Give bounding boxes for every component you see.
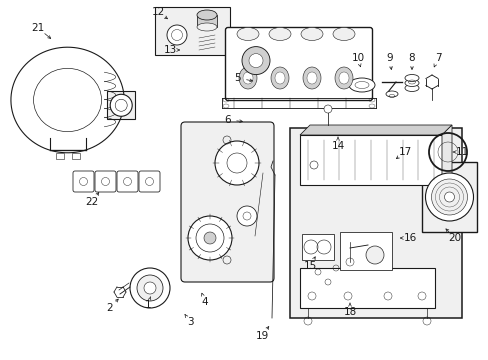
Text: 16: 16 — [403, 233, 416, 243]
Bar — [421, 162, 476, 232]
Ellipse shape — [306, 72, 316, 84]
Ellipse shape — [197, 23, 217, 31]
Circle shape — [80, 177, 87, 185]
Circle shape — [123, 177, 131, 185]
Text: 2: 2 — [106, 303, 113, 313]
Circle shape — [145, 177, 153, 185]
Bar — [107, 91, 135, 119]
Polygon shape — [11, 47, 124, 153]
Text: 6: 6 — [224, 115, 231, 125]
Text: 22: 22 — [85, 197, 99, 207]
Text: 20: 20 — [447, 233, 461, 243]
Polygon shape — [441, 125, 451, 185]
Ellipse shape — [268, 27, 290, 40]
Bar — [155, 7, 229, 55]
Circle shape — [248, 54, 263, 68]
Text: 15: 15 — [303, 261, 316, 271]
Text: 10: 10 — [351, 53, 364, 63]
Ellipse shape — [332, 27, 354, 40]
Text: 17: 17 — [398, 147, 411, 157]
Polygon shape — [299, 125, 451, 135]
Ellipse shape — [385, 91, 397, 97]
Ellipse shape — [348, 78, 374, 92]
Ellipse shape — [334, 67, 352, 89]
Circle shape — [242, 46, 269, 75]
Text: 11: 11 — [454, 147, 468, 157]
Ellipse shape — [301, 27, 323, 40]
Bar — [299, 135, 441, 185]
FancyBboxPatch shape — [95, 171, 116, 192]
Ellipse shape — [338, 72, 348, 84]
Circle shape — [167, 25, 186, 45]
Ellipse shape — [404, 80, 418, 86]
Text: 18: 18 — [343, 307, 356, 317]
Ellipse shape — [237, 27, 259, 40]
Text: 14: 14 — [331, 141, 344, 151]
Text: 4: 4 — [201, 297, 208, 307]
Ellipse shape — [239, 67, 257, 89]
Bar — [197, 15, 217, 27]
Bar — [71, 153, 80, 159]
Text: 5: 5 — [234, 73, 241, 83]
Ellipse shape — [197, 10, 217, 20]
Ellipse shape — [274, 72, 285, 84]
Circle shape — [187, 216, 231, 260]
FancyBboxPatch shape — [225, 27, 372, 100]
Text: 8: 8 — [408, 53, 414, 63]
Circle shape — [130, 268, 170, 308]
Circle shape — [203, 232, 216, 244]
Ellipse shape — [404, 85, 418, 91]
Circle shape — [110, 94, 132, 116]
Ellipse shape — [303, 67, 320, 89]
Text: 7: 7 — [434, 53, 440, 63]
FancyBboxPatch shape — [73, 171, 94, 192]
FancyBboxPatch shape — [181, 122, 273, 282]
FancyBboxPatch shape — [139, 171, 160, 192]
Circle shape — [215, 141, 259, 185]
Text: 12: 12 — [151, 7, 164, 17]
Text: 21: 21 — [31, 23, 44, 33]
Bar — [56, 153, 63, 159]
Text: 19: 19 — [255, 331, 268, 341]
Ellipse shape — [270, 67, 288, 89]
Text: 1: 1 — [144, 300, 151, 310]
Bar — [289, 128, 461, 318]
Ellipse shape — [404, 75, 418, 81]
Bar — [302, 234, 333, 260]
Circle shape — [102, 177, 109, 185]
Circle shape — [237, 206, 257, 226]
Circle shape — [425, 173, 472, 221]
Circle shape — [365, 246, 383, 264]
Circle shape — [324, 105, 331, 113]
Ellipse shape — [243, 72, 252, 84]
Circle shape — [444, 192, 453, 202]
FancyBboxPatch shape — [117, 171, 138, 192]
Text: 3: 3 — [186, 317, 193, 327]
Circle shape — [143, 282, 156, 294]
Circle shape — [430, 179, 467, 215]
Bar — [339, 232, 391, 270]
Text: 13: 13 — [163, 45, 176, 55]
Text: 9: 9 — [386, 53, 392, 63]
Circle shape — [137, 275, 163, 301]
Bar — [299, 268, 434, 308]
